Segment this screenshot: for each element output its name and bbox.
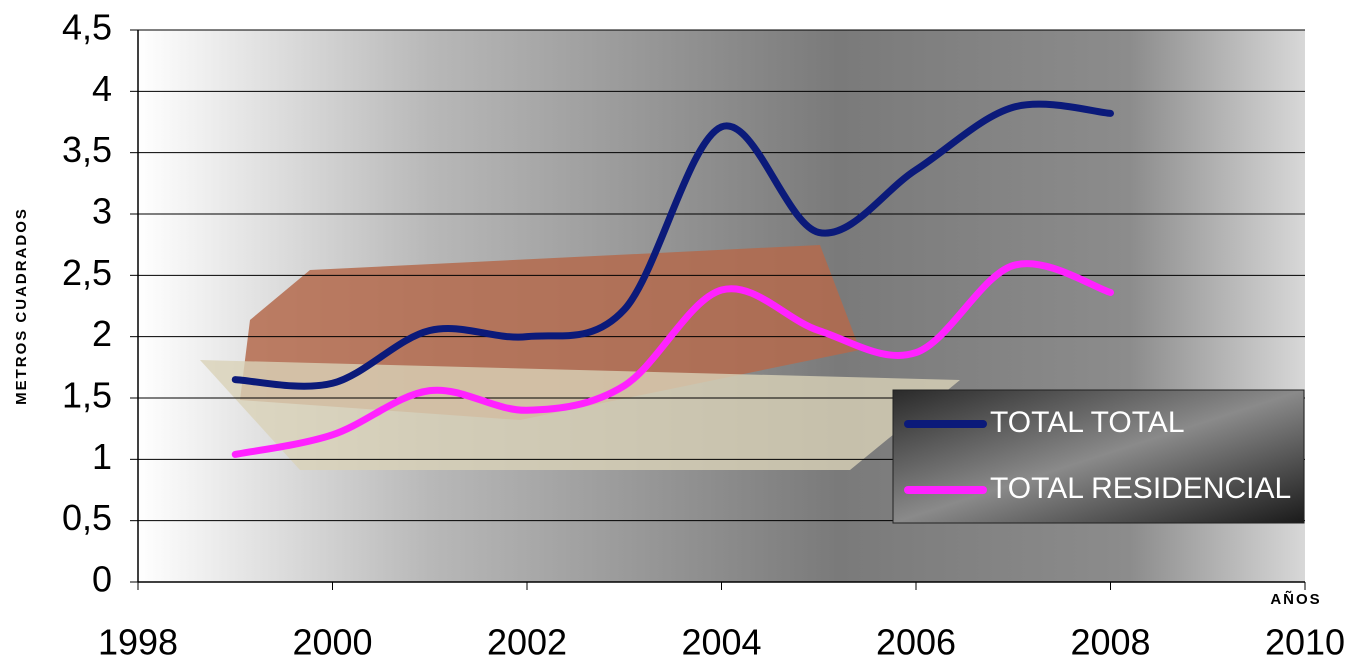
y-tick-label: 1 [92,436,112,477]
x-axis-title: AÑOS [1270,590,1321,608]
y-axis-title: METROS CUADRADOS [13,207,30,405]
x-tick-label: 2008 [1070,622,1150,663]
y-tick-label: 2 [92,313,112,354]
x-tick-label: 1998 [98,622,178,663]
x-tick-label: 2000 [292,622,372,663]
series-line [231,260,1114,458]
y-tick-label: 0 [92,559,112,600]
y-tick-label: 2,5 [62,252,112,293]
x-tick-label: 2010 [1265,622,1345,663]
y-tick-label: 3,5 [62,129,112,170]
y-tick-label: 0,5 [62,497,112,538]
money-decoration [200,360,960,470]
legend-box [892,389,1305,524]
x-tick-label: 2004 [681,622,761,663]
y-tick-label: 3 [92,191,112,232]
x-tick-label: 2002 [487,622,567,663]
lines [231,100,1114,458]
series-line [231,100,1114,390]
legend-label: TOTAL RESIDENCIAL [990,472,1291,505]
y-tick-label: 1,5 [62,375,112,416]
y-tick-label: 4,5 [62,7,112,48]
x-tick-label: 2006 [876,622,956,663]
legend-label: TOTAL TOTAL [990,406,1185,439]
y-tick-label: 4 [92,68,112,109]
